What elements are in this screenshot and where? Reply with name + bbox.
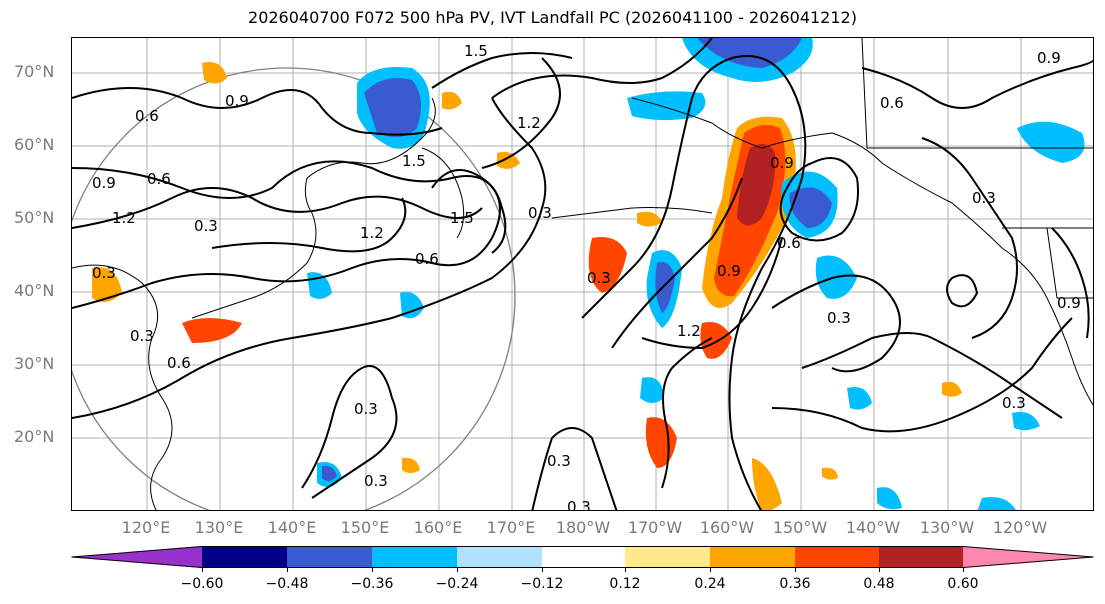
colorbar-tick-label: 0.24 bbox=[694, 576, 726, 592]
colorbar-swatch bbox=[625, 546, 710, 568]
contour-label: 0.3 bbox=[567, 498, 591, 511]
colorbar-tick-label: −0.36 bbox=[350, 576, 394, 592]
contour-label: 0.6 bbox=[415, 250, 439, 268]
lat-label-50n: 50°N bbox=[14, 208, 55, 227]
contour-label: 0.3 bbox=[972, 189, 996, 207]
lat-label-70n: 70°N bbox=[14, 62, 55, 81]
pv-contours bbox=[72, 38, 1093, 510]
colorbar-tickmark bbox=[457, 568, 458, 572]
contour-label: 0.3 bbox=[130, 327, 154, 345]
colorbar-swatch bbox=[879, 546, 963, 568]
lon-label-150w: 150°W bbox=[772, 518, 828, 537]
coastlines bbox=[72, 38, 1093, 510]
lon-label-130w: 130°W bbox=[919, 518, 975, 537]
colorbar-tickmark bbox=[202, 568, 203, 572]
colorbar-tick-label: −0.12 bbox=[520, 576, 564, 592]
lat-label-60n: 60°N bbox=[14, 135, 55, 154]
map-panel: 1.5 0.9 0.6 0.9 0.6 1.2 1.2 0.3 1.5 1.5 … bbox=[71, 37, 1094, 511]
colorbar-extend-low bbox=[71, 546, 202, 568]
colorbar-tick-label: 0.48 bbox=[863, 576, 895, 592]
lon-label-180w: 180°W bbox=[555, 518, 611, 537]
colorbar-swatch bbox=[457, 546, 542, 568]
colorbar-tickmark bbox=[287, 568, 288, 572]
contour-label: 1.2 bbox=[677, 322, 701, 340]
contour-label-group: 1.5 0.9 0.6 0.9 0.6 1.2 1.2 0.3 1.5 1.5 … bbox=[92, 42, 1081, 511]
colorbar-tickmark bbox=[372, 568, 373, 572]
contour-label: 0.9 bbox=[92, 174, 116, 192]
lon-label-160w: 160°W bbox=[699, 518, 755, 537]
contour-label: 1.5 bbox=[464, 42, 488, 60]
contour-label: 1.2 bbox=[112, 209, 136, 227]
contour-label: 0.3 bbox=[364, 472, 388, 490]
colorbar-outline bbox=[71, 546, 1094, 568]
contour-label: 0.3 bbox=[92, 264, 116, 282]
contour-label: 0.6 bbox=[147, 170, 171, 188]
colorbar-tick-label: −0.24 bbox=[435, 576, 479, 592]
contour-label: 1.5 bbox=[402, 152, 426, 170]
colorbar-tick-label: 0.12 bbox=[609, 576, 641, 592]
colorbar-swatch bbox=[287, 546, 372, 568]
contour-label: 0.6 bbox=[167, 354, 191, 372]
contour-label: 1.5 bbox=[450, 209, 474, 227]
lat-label-40n: 40°N bbox=[14, 281, 55, 300]
contour-label: 0.3 bbox=[354, 400, 378, 418]
colorbar-extend-high bbox=[963, 546, 1094, 568]
colorbar-tick-label: −0.48 bbox=[265, 576, 309, 592]
lat-label-30n: 30°N bbox=[14, 354, 55, 373]
colorbar-swatch bbox=[202, 546, 287, 568]
contour-label: 0.9 bbox=[717, 262, 741, 280]
contour-label: 0.9 bbox=[225, 92, 249, 110]
contour-label: 0.3 bbox=[587, 269, 611, 287]
contour-label: 0.3 bbox=[827, 309, 851, 327]
contour-label: 0.9 bbox=[770, 154, 794, 172]
colorbar-tickmark bbox=[625, 568, 626, 572]
lon-label-140w: 140°W bbox=[845, 518, 901, 537]
lon-label-170e: 170°E bbox=[486, 518, 536, 537]
colorbar-tick-label: 0.36 bbox=[779, 576, 811, 592]
colorbar-swatch bbox=[372, 546, 457, 568]
region-circle bbox=[72, 67, 516, 510]
contour-label: 0.9 bbox=[1037, 49, 1061, 67]
colorbar-swatch bbox=[795, 546, 879, 568]
contour-label: 0.3 bbox=[528, 204, 552, 222]
contour-label: 1.2 bbox=[360, 224, 384, 242]
lon-label-150e: 150°E bbox=[340, 518, 390, 537]
contour-label: 1.2 bbox=[517, 114, 541, 132]
lon-label-120w: 120°W bbox=[992, 518, 1048, 537]
lat-label-20n: 20°N bbox=[14, 427, 55, 446]
lon-label-160e: 160°E bbox=[413, 518, 463, 537]
map-svg: 1.5 0.9 0.6 0.9 0.6 1.2 1.2 0.3 1.5 1.5 … bbox=[72, 38, 1093, 511]
contour-label: 0.6 bbox=[777, 234, 801, 252]
contour-label: 0.6 bbox=[880, 94, 904, 112]
colorbar-tickmark bbox=[542, 568, 543, 572]
lon-label-170w: 170°W bbox=[627, 518, 683, 537]
colorbar-tickmark bbox=[963, 568, 964, 572]
contour-label: 0.3 bbox=[1002, 394, 1026, 412]
colorbar-tickmark bbox=[795, 568, 796, 572]
colorbar-tick-label: −0.60 bbox=[180, 576, 224, 592]
colorbar-tickmark bbox=[879, 568, 880, 572]
colorbar-tickmark bbox=[710, 568, 711, 572]
colorbar-swatch bbox=[710, 546, 795, 568]
lon-label-140e: 140°E bbox=[267, 518, 317, 537]
colorbar-tick-label: 0.60 bbox=[947, 576, 979, 592]
contour-label: 0.3 bbox=[547, 452, 571, 470]
lon-label-120e: 120°E bbox=[121, 518, 171, 537]
lon-label-130e: 130°E bbox=[194, 518, 244, 537]
contour-label: 0.9 bbox=[1057, 294, 1081, 312]
contour-label: 0.6 bbox=[135, 107, 159, 125]
contour-label: 0.3 bbox=[194, 217, 218, 235]
colorbar-swatch bbox=[542, 546, 625, 568]
chart-title: 2026040700 F072 500 hPa PV, IVT Landfall… bbox=[248, 8, 857, 27]
colorbar bbox=[71, 546, 1094, 568]
